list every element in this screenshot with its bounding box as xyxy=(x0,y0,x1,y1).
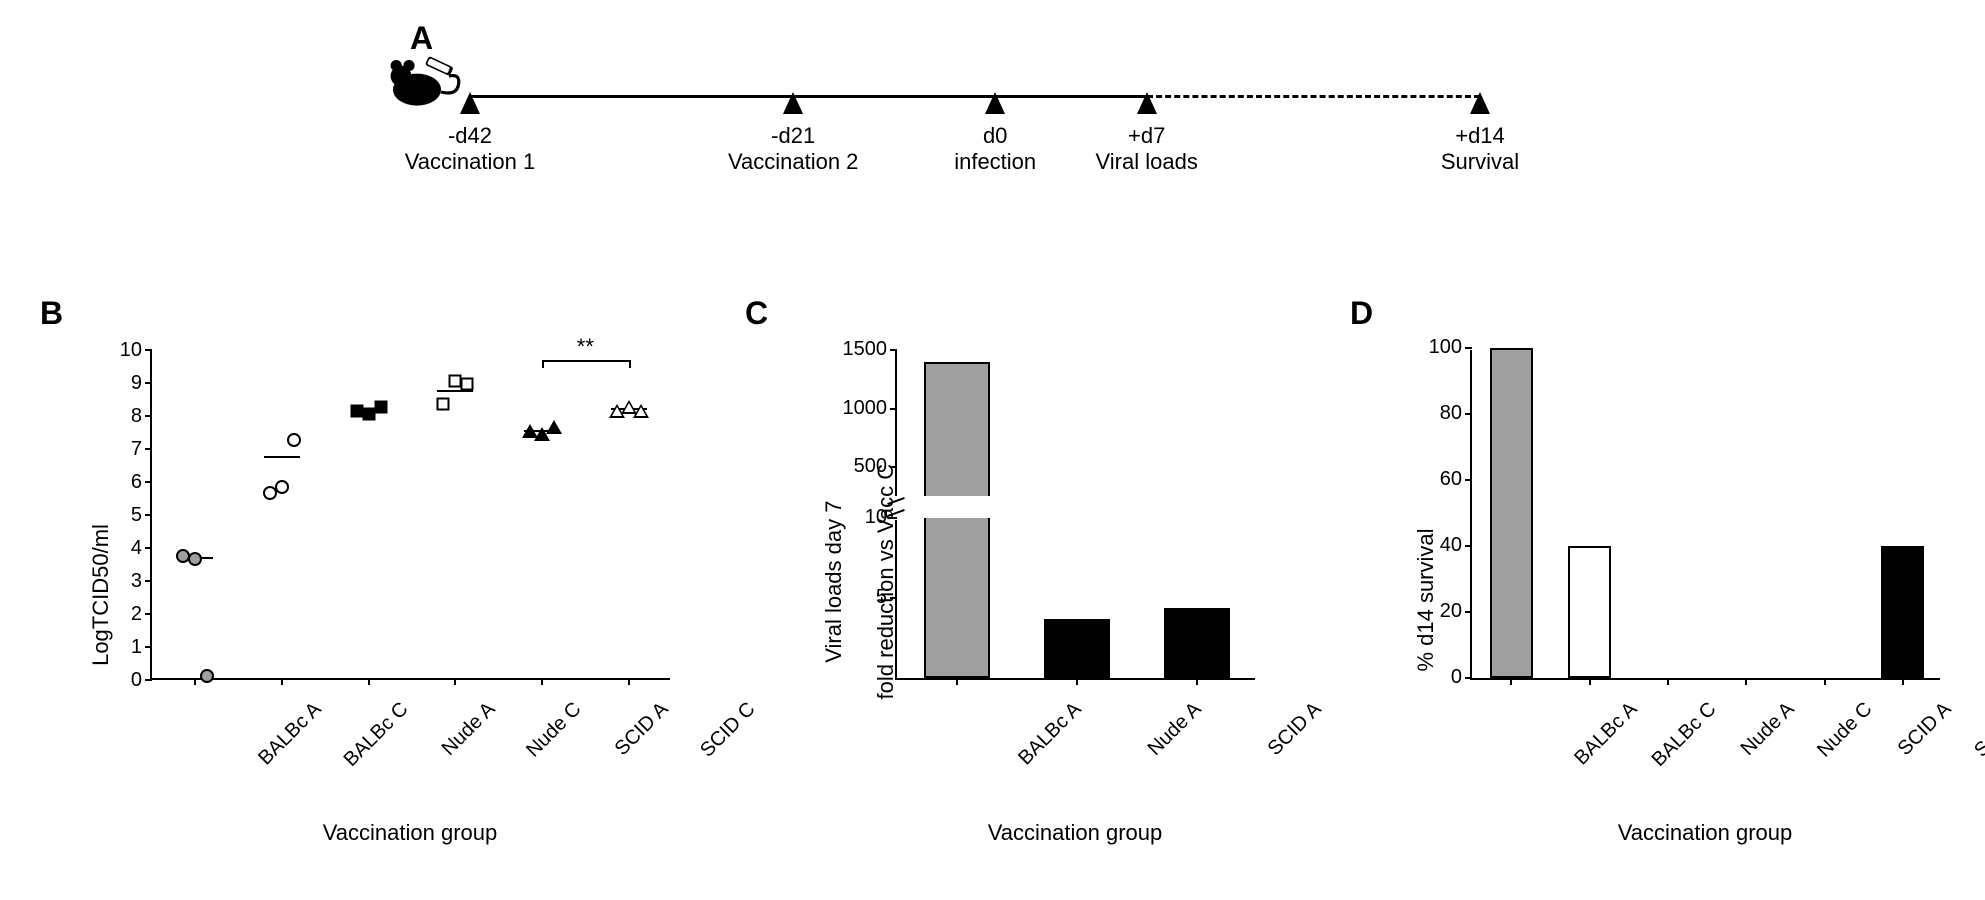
y-tick-label: 5 xyxy=(102,504,142,527)
chart-d-x-title: Vaccination group xyxy=(1470,820,1940,846)
bar xyxy=(1490,348,1533,678)
bar xyxy=(1568,546,1611,678)
x-tick-label: BALBc A xyxy=(985,698,1086,799)
y-tick-label: 0 xyxy=(102,669,142,692)
bar xyxy=(924,362,990,497)
chart-d: % d14 survival 020406080100BALBc ABALBc … xyxy=(1395,320,1965,880)
data-point xyxy=(633,404,649,418)
data-point xyxy=(200,669,214,683)
chart-b: LogTCID50/ml 012345678910BALBc ABALBc CN… xyxy=(70,320,700,880)
bar xyxy=(924,518,990,678)
y-tick-label: 9 xyxy=(102,372,142,395)
y-tick-label: 3 xyxy=(102,570,142,593)
chart-c-plot: 51050010001500BALBc ANude ASCID A xyxy=(895,350,1255,680)
data-point xyxy=(437,398,450,411)
data-point xyxy=(287,433,301,447)
x-tick-label: BALBc C xyxy=(312,698,413,799)
y-tick-label: 1 xyxy=(102,636,142,659)
data-point xyxy=(461,378,474,391)
x-tick-label: SCID C xyxy=(659,698,760,799)
y-tick-label: 8 xyxy=(102,405,142,428)
y-tick-label: 4 xyxy=(102,537,142,560)
chart-c-x-title: Vaccination group xyxy=(895,820,1255,846)
timeline-arrow xyxy=(783,92,803,114)
chart-d-plot: 020406080100BALBc ABALBc CNude ANude CSC… xyxy=(1470,350,1940,680)
data-point xyxy=(546,420,562,434)
bar xyxy=(1881,546,1924,678)
timeline-label: -d21Vaccination 2 xyxy=(703,123,883,176)
x-tick-label: Nude C xyxy=(485,698,586,799)
timeline-arrow xyxy=(985,92,1005,114)
chart-b-x-title: Vaccination group xyxy=(150,820,670,846)
y-tick-label: 2 xyxy=(102,603,142,626)
x-tick-label: Nude A xyxy=(1105,698,1206,799)
timeline-label: -d42Vaccination 1 xyxy=(380,123,560,176)
panel-label-d: D xyxy=(1350,295,1373,332)
y-tick-label: 7 xyxy=(102,438,142,461)
data-point xyxy=(188,552,202,566)
timeline-label: +d14Survival xyxy=(1390,123,1570,176)
chart-c: Viral loads day 7 fold reduction vs Vacc… xyxy=(795,320,1295,880)
x-tick-label: Nude A xyxy=(399,698,500,799)
timeline-arrow xyxy=(1470,92,1490,114)
x-tick-label: SCID A xyxy=(572,698,673,799)
bar xyxy=(1164,608,1230,678)
y-tick-label: 10 xyxy=(102,339,142,362)
panel-label-c: C xyxy=(745,295,768,332)
significance-label: ** xyxy=(577,334,594,360)
x-tick-label: SCID A xyxy=(1225,698,1326,799)
x-tick-label: BALBc A xyxy=(225,698,326,799)
timeline-arrow xyxy=(460,92,480,114)
timeline: -d42Vaccination 1-d21Vaccination 2d0infe… xyxy=(470,95,1480,235)
mouse-icon xyxy=(385,45,465,115)
data-point xyxy=(374,401,387,414)
panel-label-b: B xyxy=(40,295,63,332)
timeline-arrow xyxy=(1137,92,1157,114)
data-point xyxy=(275,480,289,494)
chart-b-plot: 012345678910BALBc ABALBc CNude ANude CSC… xyxy=(150,350,670,680)
y-tick-label: 6 xyxy=(102,471,142,494)
bar xyxy=(1044,619,1110,678)
figure: A B C D -d42Vaccination 1-d21Vaccination… xyxy=(40,20,1945,880)
timeline-label: +d7Viral loads xyxy=(1057,123,1237,176)
